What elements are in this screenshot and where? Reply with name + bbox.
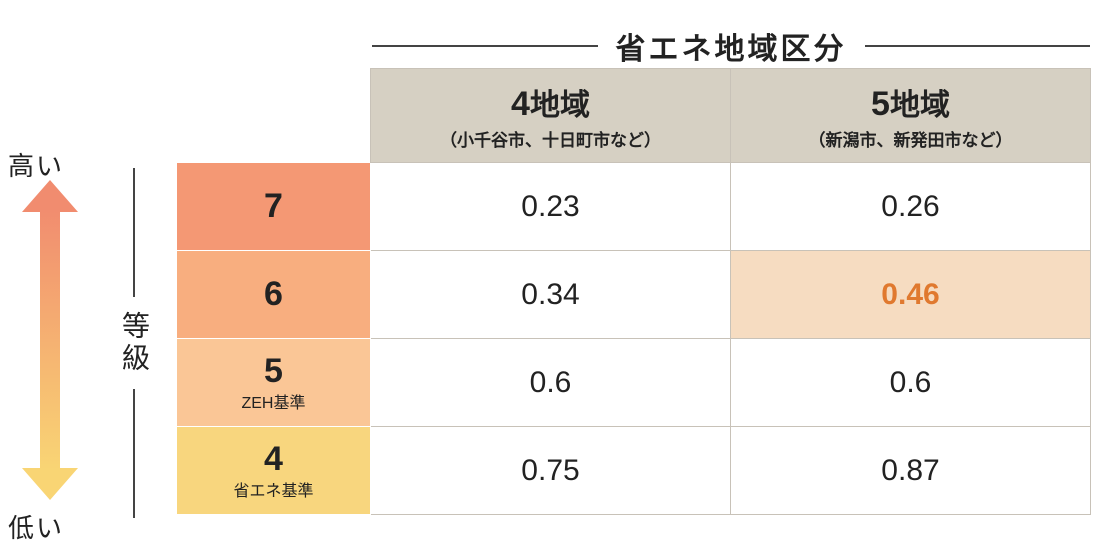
grade-number: 6: [177, 275, 370, 314]
ua-value-table: 4地域（小千谷市、十日町市など）5地域（新潟市、新発田市など） 70.230.2…: [176, 68, 1090, 515]
severity-axis: 高い 低い: [0, 160, 98, 530]
grade-rule-bottom: [133, 389, 135, 518]
value-cell: 0.75: [371, 427, 731, 515]
grade-sublabel: 省エネ基準: [177, 477, 370, 501]
title-rule-right: [865, 45, 1091, 47]
table-row: 70.230.26: [177, 163, 1091, 251]
grade-sublabel: ZEH基準: [177, 389, 370, 413]
axis-low-label: 低い: [8, 508, 64, 545]
column-header-sub: （小千谷市、十日町市など）: [371, 126, 730, 151]
grade-cell-4: 4省エネ基準: [177, 427, 371, 515]
column-header-region-4: 4地域（小千谷市、十日町市など）: [371, 69, 731, 163]
grade-number: 5: [177, 352, 370, 391]
grade-cell-6: 6: [177, 251, 371, 339]
grade-axis-label: 等級: [110, 168, 158, 518]
grade-cell-5: 5ZEH基準: [177, 339, 371, 427]
grade-cell-7: 7: [177, 163, 371, 251]
value-cell: 0.87: [731, 427, 1091, 515]
arrow-down-icon: [22, 468, 78, 500]
table-row: 4省エネ基準0.750.87: [177, 427, 1091, 515]
axis-gradient-bar: [40, 208, 60, 470]
section-title: 省エネ地域区分: [616, 24, 847, 68]
grade-axis-text: 等級: [114, 297, 154, 389]
column-header-sub: （新潟市、新発田市など）: [731, 126, 1090, 151]
value-cell: 0.34: [371, 251, 731, 339]
column-header-region-5: 5地域（新潟市、新発田市など）: [731, 69, 1091, 163]
value-cell: 0.23: [371, 163, 731, 251]
column-header-title: 4地域: [511, 80, 590, 124]
axis-high-label: 高い: [8, 146, 64, 183]
table-row: 60.340.46: [177, 251, 1091, 339]
grade-number: 7: [177, 187, 370, 226]
column-header-title: 5地域: [871, 80, 950, 124]
title-rule-left: [372, 45, 598, 47]
value-cell: 0.26: [731, 163, 1091, 251]
value-cell: 0.46: [731, 251, 1091, 339]
section-title-bar: 省エネ地域区分: [372, 24, 1090, 68]
grade-rule-top: [133, 168, 135, 297]
grade-number: 4: [177, 440, 370, 479]
value-cell: 0.6: [371, 339, 731, 427]
table-row: 5ZEH基準0.60.6: [177, 339, 1091, 427]
table-corner-empty: [177, 69, 371, 163]
value-cell: 0.6: [731, 339, 1091, 427]
